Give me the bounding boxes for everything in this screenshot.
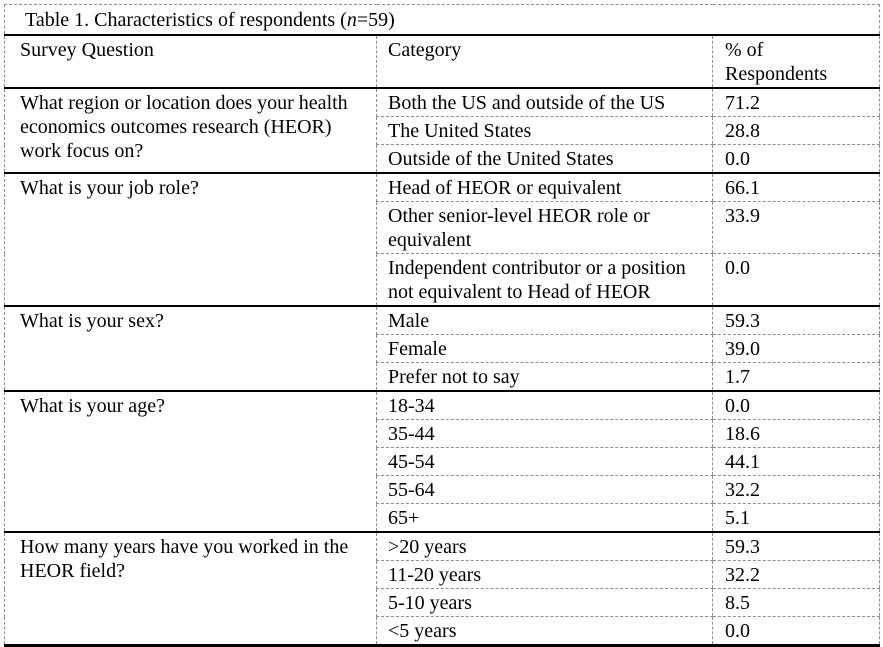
- table-row: 55-64 32.2: [5, 475, 880, 504]
- table-row: 11-20 years 32.2: [5, 560, 880, 589]
- table-row: 5-10 years 8.5: [5, 588, 880, 617]
- survey-question-cell: What is your age?: [4, 391, 377, 533]
- survey-question-cell: What is your job role?: [4, 173, 377, 307]
- percent-cell: 28.8: [711, 116, 880, 145]
- category-cell: Head of HEOR or equivalent: [376, 173, 713, 202]
- category-cell: Prefer not to say: [376, 362, 713, 392]
- category-cell: >20 years: [376, 532, 713, 561]
- document-page: Table 1. Characteristics of respondents …: [4, 4, 881, 647]
- table-caption-suffix: =59): [356, 9, 395, 31]
- table-row: 35-44 18.6: [5, 419, 880, 448]
- table-row: Independent contributor or a position no…: [5, 253, 880, 307]
- header-row: Survey Question Category % of Respondent…: [4, 35, 880, 89]
- category-cell: 65+: [376, 503, 713, 533]
- percent-cell: 0.0: [711, 253, 880, 307]
- category-cell: Female: [376, 334, 713, 363]
- category-cell: 55-64: [376, 475, 713, 504]
- category-cell: <5 years: [376, 616, 713, 646]
- percent-cell: 59.3: [711, 532, 880, 561]
- category-cell: 18-34: [376, 391, 713, 420]
- percent-cell: 33.9: [711, 201, 880, 254]
- percent-cell: 8.5: [711, 588, 880, 617]
- survey-question-cell: What region or location does your health…: [4, 88, 377, 174]
- percent-cell: 0.0: [711, 144, 880, 174]
- category-cell: 11-20 years: [376, 560, 713, 589]
- table-caption-row: Table 1. Characteristics of respondents …: [4, 4, 880, 36]
- category-cell: Outside of the United States: [376, 144, 713, 174]
- respondent-characteristics-table: Table 1. Characteristics of respondents …: [4, 4, 881, 647]
- table-row: Other senior-level HEOR role or equivale…: [5, 201, 880, 254]
- column-header-survey-question: Survey Question: [4, 35, 377, 89]
- table-caption-n-italic: n: [346, 9, 357, 31]
- percent-cell: 71.2: [711, 88, 880, 117]
- category-cell: The United States: [376, 116, 713, 145]
- category-cell: Other senior-level HEOR role or equivale…: [376, 201, 713, 254]
- table-row: Outside of the United States 0.0: [5, 144, 880, 174]
- percent-cell: 0.0: [711, 616, 880, 646]
- percent-cell: 32.2: [711, 475, 880, 504]
- table-row: The United States 28.8: [5, 116, 880, 145]
- table-row: How many years have you worked in the HE…: [5, 532, 880, 582]
- table-caption: Table 1. Characteristics of respondents …: [4, 4, 880, 36]
- percent-cell: 44.1: [711, 447, 880, 476]
- category-cell: Male: [376, 306, 713, 335]
- category-cell: 5-10 years: [376, 588, 713, 617]
- percent-cell: 18.6: [711, 419, 880, 448]
- column-header-percent-respondents: % of Respondents: [711, 35, 880, 89]
- percent-cell: 39.0: [711, 334, 880, 363]
- table-row: What region or location does your health…: [4, 88, 880, 174]
- table-row: What is your sex? Male 59.3: [4, 306, 880, 392]
- category-cell: 45-54: [376, 447, 713, 476]
- percent-cell: 0.0: [711, 391, 880, 420]
- table-row: What is your age? 18-34 0.0: [4, 391, 880, 533]
- percent-cell: 66.1: [711, 173, 880, 202]
- category-cell: 35-44: [376, 419, 713, 448]
- table-row: Prefer not to say 1.7: [5, 362, 880, 392]
- column-header-category: Category: [376, 35, 713, 89]
- percent-cell: 5.1: [711, 503, 880, 533]
- table-row: What is your job role? Head of HEOR or e…: [4, 173, 880, 307]
- survey-question-cell: What is your sex?: [4, 306, 377, 392]
- table-row: 65+ 5.1: [5, 503, 880, 533]
- percent-cell: 1.7: [711, 362, 880, 392]
- category-cell: Independent contributor or a position no…: [376, 253, 713, 307]
- table-caption-prefix: Table 1. Characteristics of respondents …: [25, 9, 347, 31]
- table-row: 45-54 44.1: [5, 447, 880, 476]
- category-cell: Both the US and outside of the US: [376, 88, 713, 117]
- percent-cell: 32.2: [711, 560, 880, 589]
- percent-cell: 59.3: [711, 306, 880, 335]
- table-row: Female 39.0: [5, 334, 880, 363]
- survey-question-cell: How many years have you worked in the HE…: [20, 536, 349, 582]
